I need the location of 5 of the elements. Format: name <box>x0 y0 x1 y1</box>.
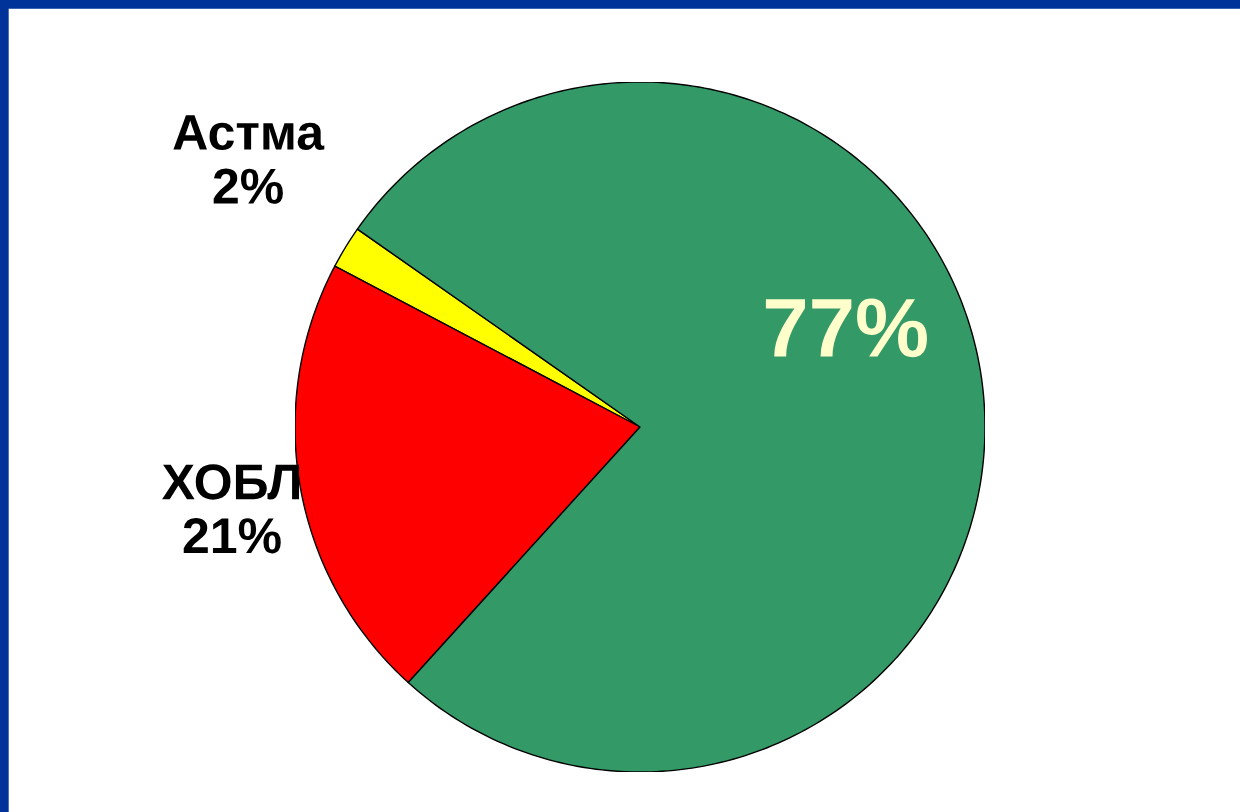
data-label: 21% <box>183 518 281 554</box>
slice-label: Астма <box>173 115 325 151</box>
data-label: 77% <box>765 298 927 358</box>
slice-label: ХОБЛ <box>162 464 300 500</box>
data-label: 2% <box>213 168 283 204</box>
